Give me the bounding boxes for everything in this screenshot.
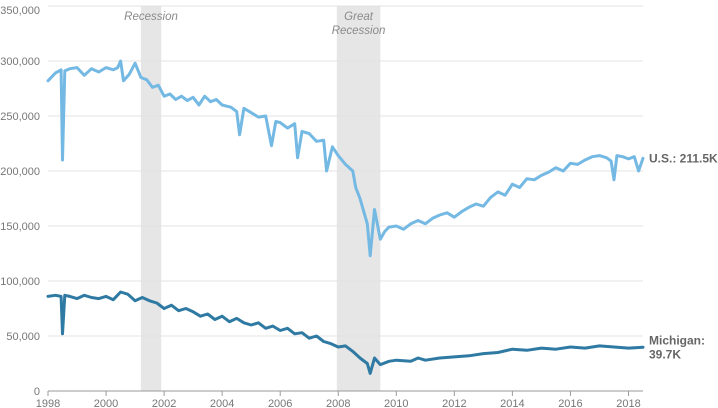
y-tick-label: 150,000 — [0, 221, 40, 233]
shaded-period-label: Great — [344, 11, 374, 23]
y-tick-label: 0 — [34, 386, 40, 398]
y-tick-label: 100,000 — [0, 276, 40, 288]
y-tick-label: 300,000 — [0, 56, 40, 68]
axes: 0 50,000 100,000 150,000 200,000 250,000 300,0… — [0, 5, 643, 408]
x-tick-label: 2018 — [616, 398, 640, 408]
series-line-u-s- — [46, 59, 645, 258]
shaded-periods: Recession Great Recession — [124, 6, 385, 391]
shaded-period-label: Recession — [124, 11, 178, 23]
x-tick-label: 1998 — [36, 398, 60, 408]
y-tick-label: 50,000 — [6, 331, 40, 343]
x-tick-label: 2000 — [94, 398, 118, 408]
x-tick-label: 2004 — [210, 398, 234, 408]
x-tick-label: 2012 — [442, 398, 466, 408]
shaded-period-0 — [140, 6, 162, 391]
series-lines — [46, 59, 645, 375]
series-line-michigan — [46, 290, 645, 375]
series-end-label: 39.7K — [649, 347, 681, 361]
horizontal-gridlines — [48, 5, 643, 337]
x-tick-label: 2010 — [384, 398, 408, 408]
shaded-period-label: Recession — [332, 25, 386, 37]
y-tick-label: 250,000 — [0, 111, 40, 123]
x-tick-label: 2008 — [326, 398, 350, 408]
series-end-labels: U.S.: 211.5K Michigan:39.7K — [649, 151, 718, 361]
y-tick-label: 350,000 — [0, 5, 40, 17]
y-tick-label: 200,000 — [0, 166, 40, 178]
x-tick-label: 2002 — [152, 398, 176, 408]
series-end-label: Michigan: — [649, 333, 705, 347]
x-tick-label: 2014 — [500, 398, 524, 408]
x-tick-label: 2016 — [558, 398, 582, 408]
series-end-label: U.S.: 211.5K — [649, 151, 718, 165]
x-tick-label: 2006 — [268, 398, 292, 408]
